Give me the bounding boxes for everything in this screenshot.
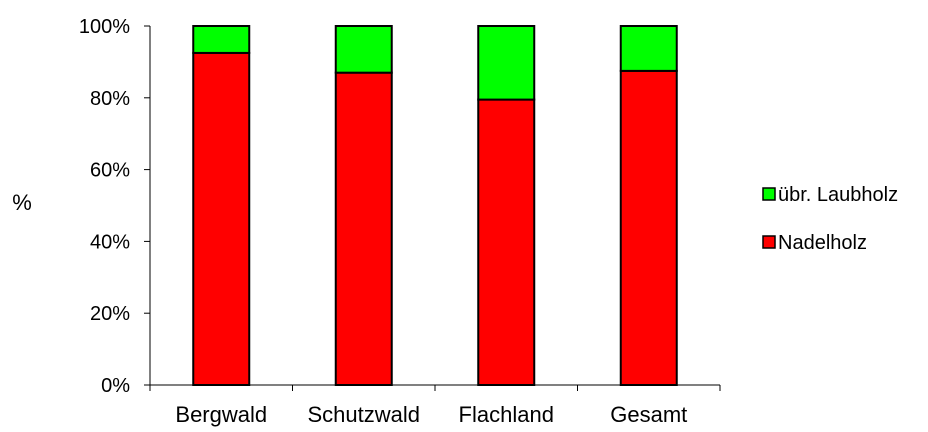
bar-segment-nadelholz [192,51,251,387]
y-tick-label: 100% [79,16,130,38]
y-tick-label: 20% [90,303,130,325]
axes-layer [144,25,721,391]
y-tick-labels: 0% 20% 40% 60% 80% 100% [79,16,130,397]
y-tick-label: 0% [101,375,130,397]
bar-segment-nadelholz [334,71,393,386]
x-category-label: Bergwald [175,402,267,427]
bar-segment-nadelholz [619,69,678,386]
y-axis-title: % [12,190,32,215]
y-tick-label: 80% [90,88,130,110]
legend-label: Nadelholz [778,232,867,254]
legend-swatch [762,187,776,201]
legend: übr. Laubholz Nadelholz [762,184,898,254]
x-category-label: Flachland [459,402,554,427]
x-category-labels: Bergwald Schutzwald Flachland Gesamt [175,402,687,427]
bar-segment-laubholz [334,25,393,74]
x-category-label: Gesamt [610,402,687,427]
bar-segment-laubholz [477,25,536,101]
legend-swatch [762,235,776,249]
bar-segment-laubholz [192,25,251,54]
bar-segment-nadelholz [477,98,536,386]
y-tick-label: 60% [90,160,130,182]
bars-layer [192,25,678,387]
bar-segment-laubholz [619,25,678,72]
y-tick-label: 40% [90,231,130,253]
legend-label: übr. Laubholz [778,184,898,206]
x-category-label: Schutzwald [307,402,420,427]
